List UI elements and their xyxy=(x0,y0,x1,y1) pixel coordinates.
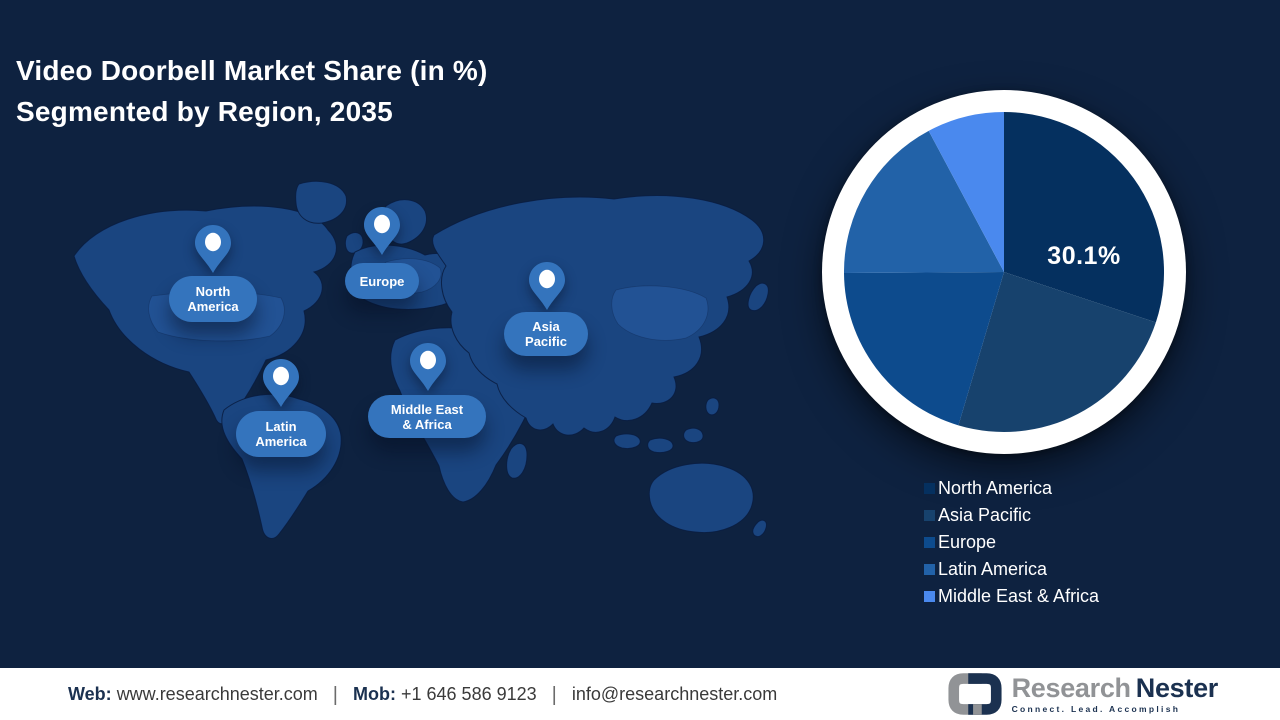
title-line-2: Segmented by Region, 2035 xyxy=(16,96,393,127)
brand-word-nester: Nester xyxy=(1135,672,1219,703)
north-america-pin-icon xyxy=(195,225,231,273)
pill-line: Asia xyxy=(532,319,560,334)
world-map: North America Europe Asia Pacific Middle… xyxy=(56,178,780,590)
brand-name: Research Nester xyxy=(1011,672,1219,703)
separator: | xyxy=(332,683,338,706)
island-japan xyxy=(747,282,769,312)
research-nester-logo: Research Nester Connect. Lead. Accomplish xyxy=(947,668,1218,720)
legend-label: Middle East & Africa xyxy=(938,586,1100,606)
legend-label: Latin America xyxy=(938,559,1048,579)
pill-line: & Africa xyxy=(402,416,452,432)
asia-pacific-pin-icon xyxy=(529,262,565,310)
north-america-label-pill: North America xyxy=(169,276,257,322)
legend-swatch-asia-pacific xyxy=(924,510,935,521)
separator: | xyxy=(551,683,557,706)
pie-chart xyxy=(844,112,1164,432)
pill-line: Europe xyxy=(359,273,405,289)
pie-slice-middle-east-africa xyxy=(928,112,1004,272)
legend-item: Europe xyxy=(924,529,1099,556)
legend-swatch-north-america xyxy=(924,483,935,494)
footer-bar: Web: www.researchnester.com | Mob: +1 64… xyxy=(0,668,1280,720)
legend-item: North America xyxy=(924,475,1099,502)
pie-slice-europe xyxy=(844,272,1004,426)
brand-tagline: Connect. Lead. Accomplish xyxy=(1011,703,1181,714)
island-indonesia-3 xyxy=(683,427,704,444)
continent-asia xyxy=(432,195,765,436)
pie-slice-north-america xyxy=(1004,112,1164,323)
legend-item: Asia Pacific xyxy=(924,502,1099,529)
legend-swatch-middle-east-africa xyxy=(924,591,935,602)
legend-swatch-latin-america xyxy=(924,564,935,575)
legend-label: North America xyxy=(938,478,1053,498)
europe-label-pill: Europe xyxy=(345,263,419,299)
pie-slice-asia-pacific xyxy=(958,272,1156,432)
pill-line: America xyxy=(187,299,239,314)
phone-number: +1 646 586 9123 xyxy=(401,683,537,704)
pie-slice-latin-america xyxy=(844,130,1004,274)
website-url: www.researchnester.com xyxy=(116,683,318,704)
europe-pin-icon xyxy=(364,207,400,255)
latin-america-label-pill: Latin America xyxy=(236,411,326,457)
legend-item: Latin America xyxy=(924,556,1099,583)
asia-pacific-label-pill: Asia Pacific xyxy=(504,312,588,356)
latin-america-pin-icon xyxy=(263,359,299,407)
chain-links-icon xyxy=(948,673,1002,715)
page-title: Video Doorbell Market Share (in %) Segme… xyxy=(16,50,488,132)
island-greenland xyxy=(295,180,348,224)
title-line-1: Video Doorbell Market Share (in %) xyxy=(16,55,488,86)
brand-word-research: Research xyxy=(1011,672,1131,703)
island-indonesia-2 xyxy=(647,437,674,454)
legend-item: Middle East & Africa xyxy=(924,583,1099,610)
pill-line: Pacific xyxy=(525,334,567,349)
legend-swatch-europe xyxy=(924,537,935,548)
web-label: Web: xyxy=(68,683,112,704)
continent-australia xyxy=(648,462,754,534)
pie-value-label: 30.1% xyxy=(1047,242,1121,270)
island-indonesia-1 xyxy=(613,433,641,449)
pill-line: Latin xyxy=(265,419,297,434)
legend-label: Asia Pacific xyxy=(938,505,1032,525)
contact-info: Web: www.researchnester.com | Mob: +1 64… xyxy=(68,683,777,706)
middle-east-africa-label-pill: Middle East & Africa xyxy=(368,395,486,438)
island-new-zealand xyxy=(752,519,767,538)
pie-legend: North America Asia Pacific Europe Latin … xyxy=(924,475,1099,610)
mob-label: Mob: xyxy=(353,683,396,704)
island-madagascar xyxy=(506,443,528,479)
island-philippines xyxy=(705,397,720,416)
region-china-highlight xyxy=(611,285,709,341)
legend-label: Europe xyxy=(938,532,997,552)
middle-east-africa-pin-icon xyxy=(410,343,446,391)
email-address: info@researchnester.com xyxy=(571,683,778,704)
pill-line: America xyxy=(255,434,307,449)
pill-line: North xyxy=(195,284,231,299)
pill-line: Middle East xyxy=(390,401,464,417)
logo-text: Research Nester Connect. Lead. Accomplish xyxy=(1011,672,1219,714)
